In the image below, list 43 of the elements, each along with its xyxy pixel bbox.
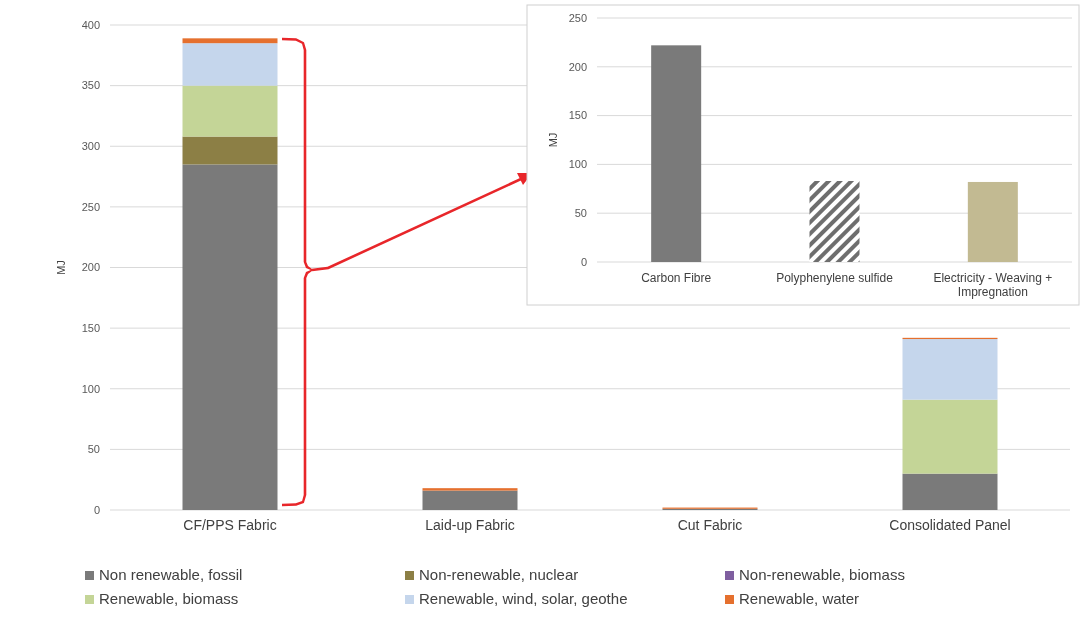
bar	[902, 339, 998, 400]
y-tick-label: 100	[81, 382, 100, 395]
y-tick-label: 350	[81, 79, 100, 92]
bar	[902, 473, 998, 510]
y-tick-label: 0	[93, 503, 100, 516]
y-tick-label: 100	[568, 158, 587, 171]
y-tick-label: 50	[87, 443, 100, 456]
bar	[651, 45, 702, 262]
x-tick-label: Carbon Fibre	[641, 271, 712, 285]
y-tick-label: 150	[568, 109, 587, 122]
bar	[182, 164, 278, 510]
legend-label: Renewable, water	[739, 590, 860, 607]
bar	[182, 136, 278, 165]
bar	[809, 180, 860, 262]
legend-label: Non renewable, fossil	[99, 566, 243, 583]
x-tick-label: Polyphenylene sulfide	[776, 271, 894, 285]
x-tick-label: Cut Fabric	[677, 517, 743, 533]
y-tick-label: 300	[81, 140, 100, 153]
bar	[182, 38, 278, 44]
x-tick-label: Laid-up Fabric	[425, 517, 515, 533]
y-axis-title: MJ	[55, 260, 67, 275]
legend-label: Renewable, biomass	[99, 590, 239, 607]
x-tick-label: CF/PPS Fabric	[183, 517, 277, 533]
bar	[967, 181, 1018, 262]
y-tick-label: 250	[81, 200, 100, 213]
y-axis-title: MJ	[547, 132, 559, 148]
y-tick-label: 50	[574, 207, 587, 220]
x-tick-label: Electricity - Weaving + Impregnation	[933, 271, 1053, 299]
legend-label: Renewable, wind, solar, geothe	[419, 590, 628, 607]
bar	[182, 43, 278, 86]
legend-label: Non-renewable, nuclear	[419, 566, 579, 583]
bar	[422, 488, 518, 491]
y-tick-label: 250	[568, 11, 587, 24]
y-tick-label: 400	[81, 18, 100, 31]
y-tick-label: 200	[568, 60, 587, 73]
y-tick-label: 200	[81, 261, 100, 274]
y-tick-label: 150	[81, 321, 100, 334]
y-tick-label: 0	[580, 255, 587, 268]
x-tick-label: Consolidated Panel	[889, 517, 1011, 533]
legend-label: Non-renewable, biomass	[739, 566, 905, 583]
bar	[182, 85, 278, 137]
bar	[902, 399, 998, 474]
bar	[422, 490, 518, 510]
